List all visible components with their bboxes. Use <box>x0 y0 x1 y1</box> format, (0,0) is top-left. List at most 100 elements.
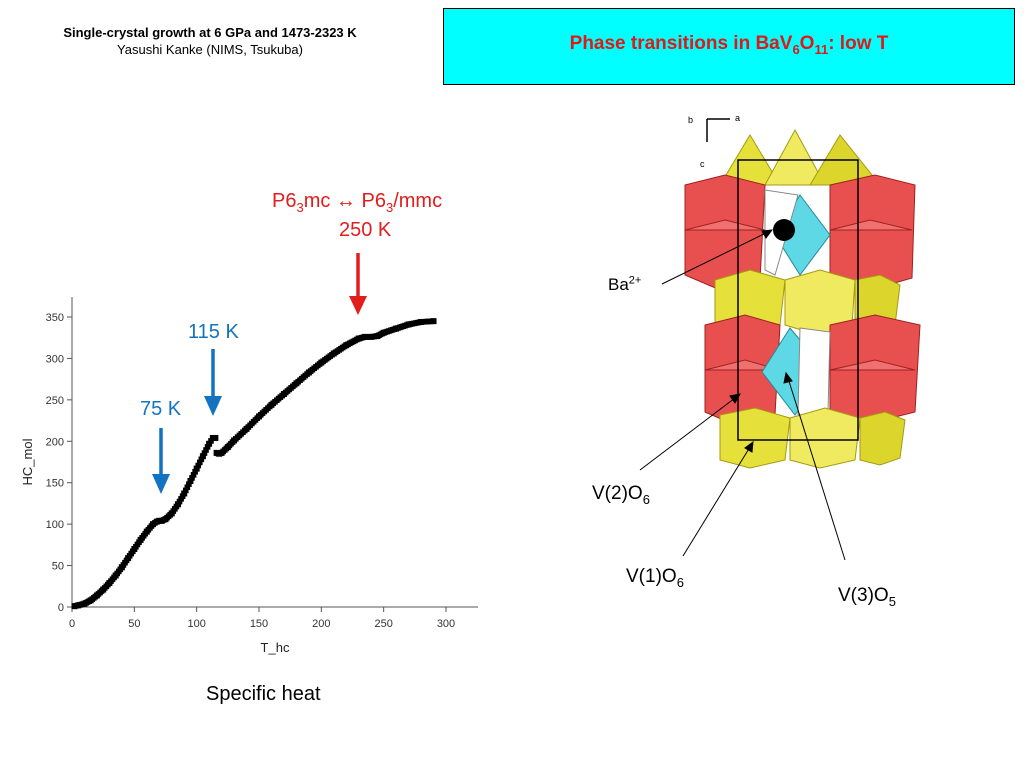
data-point-interp <box>160 517 167 523</box>
data-point-interp <box>204 444 211 450</box>
data-point <box>193 465 200 472</box>
data-point-interp <box>254 415 261 422</box>
axis-c-label: c <box>700 159 705 169</box>
data-point-interp <box>148 523 155 529</box>
data-point-interp <box>329 351 335 358</box>
y-tick-label: 50 <box>52 561 64 573</box>
data-point-interp <box>98 588 105 594</box>
data-point-interp <box>129 548 136 555</box>
data-point-interp <box>189 475 195 481</box>
data-point-interp <box>208 438 214 444</box>
data-point-interp <box>341 343 348 350</box>
x-tick-label: 150 <box>250 618 268 630</box>
data-point-interp <box>379 330 385 337</box>
arrow-75k <box>152 428 170 494</box>
data-point-interp <box>167 512 173 518</box>
x-axis-label: T_hc <box>261 640 290 655</box>
data-point-interp <box>179 493 186 499</box>
data-point-interp <box>182 487 189 494</box>
x-tick-label: 50 <box>128 618 140 630</box>
data-point-interp <box>366 334 373 340</box>
y-tick-label: 250 <box>46 395 64 407</box>
data-point <box>206 440 213 447</box>
y-tick-label: 200 <box>46 436 64 448</box>
data-point-interp <box>192 468 198 475</box>
unit-cell-outline <box>737 159 859 441</box>
data-point <box>187 478 194 485</box>
data-point-interp <box>373 333 379 340</box>
x-tick-label: 0 <box>69 618 75 630</box>
data-point-interp <box>142 530 149 537</box>
data-point-interp <box>279 392 285 399</box>
x-tick-label: 200 <box>312 618 330 630</box>
data-point-interp <box>241 427 248 434</box>
data-point-interp <box>416 319 423 326</box>
data-point-interp <box>266 403 273 410</box>
y-tick-label: 150 <box>46 478 64 490</box>
v1-octahedra-middle <box>714 269 901 336</box>
data-point-interp <box>157 518 164 524</box>
header-line-growth: Single-crystal growth at 6 GPa and 1473-… <box>63 25 357 40</box>
data-point-interp <box>391 326 398 332</box>
axis-a-label: a <box>735 113 740 123</box>
data-point-interp <box>196 459 203 466</box>
label-ba-ion: Ba2+ <box>608 274 642 294</box>
data-point-interp <box>86 598 92 604</box>
label-75k: 75 K <box>140 398 182 420</box>
data-point-interp <box>117 566 124 573</box>
header-line-author: Yasushi Kanke (NIMS, Tsukuba) <box>117 42 303 57</box>
data-point-interp <box>203 447 209 453</box>
chart-axes: 0 50 100 150 200 250 300 350 0 50 100 150 200 250 300 <box>46 297 478 630</box>
label-115k: 115 K <box>188 321 239 343</box>
data-point-interp <box>291 382 298 388</box>
data-point-interp <box>123 557 130 564</box>
y-axis-label: HC_mol <box>20 438 35 485</box>
label-v3o5: V(3)O5 <box>838 585 896 609</box>
crystal-structure-image: a b c <box>684 113 921 469</box>
data-point-interp <box>190 472 197 478</box>
slide-title-box: Phase transitions in BaV6O11: low T <box>443 8 1015 85</box>
chart-points <box>71 318 437 610</box>
x-tick-label: 250 <box>374 618 392 630</box>
data-point-interp <box>73 602 80 609</box>
data-point-interp <box>184 484 191 491</box>
axes-glyph: a b c <box>688 113 740 169</box>
caption-specific-heat: Specific heat <box>206 683 321 705</box>
data-point-interp <box>152 520 158 526</box>
slide-title: Phase transitions in BaV6O11: low T <box>569 32 889 57</box>
data-point-interp <box>304 371 310 377</box>
y-tick-label: 100 <box>46 519 64 531</box>
data-point-interp <box>428 318 435 325</box>
data-point-interp <box>136 539 142 545</box>
ba-atom <box>773 219 795 241</box>
arrow-250k <box>349 253 367 315</box>
data-point-interp <box>105 581 111 588</box>
data-point-interp <box>80 601 86 607</box>
y-tick-label: 0 <box>58 602 64 614</box>
data-point-interp <box>211 435 217 441</box>
label-temp-250k: 250 K <box>339 219 392 241</box>
label-v1o6: V(1)O6 <box>626 566 684 590</box>
label-v2o6: V(2)O6 <box>592 483 650 507</box>
data-point-interp <box>92 593 99 600</box>
data-point-interp <box>404 322 410 328</box>
data-point-interp <box>223 445 230 452</box>
data-point-interp <box>354 336 360 343</box>
data-point-interp <box>217 450 224 457</box>
v2-octahedra-upper <box>684 174 916 291</box>
label-transition-250k: P63mc ↔ P63/mmc <box>272 190 443 215</box>
data-point-interp <box>111 574 117 581</box>
x-tick-label: 100 <box>187 618 205 630</box>
data-point-interp <box>201 450 208 456</box>
data-point-interp <box>229 439 236 445</box>
data-point <box>199 453 206 460</box>
data-point-interp <box>316 361 323 367</box>
data-point-interp <box>195 462 202 469</box>
x-tick-label: 300 <box>437 618 455 630</box>
arrow-115k <box>204 349 222 416</box>
data-point-interp <box>198 456 205 463</box>
v1-octahedra-bottom <box>719 407 906 469</box>
data-point-interp <box>360 334 367 341</box>
